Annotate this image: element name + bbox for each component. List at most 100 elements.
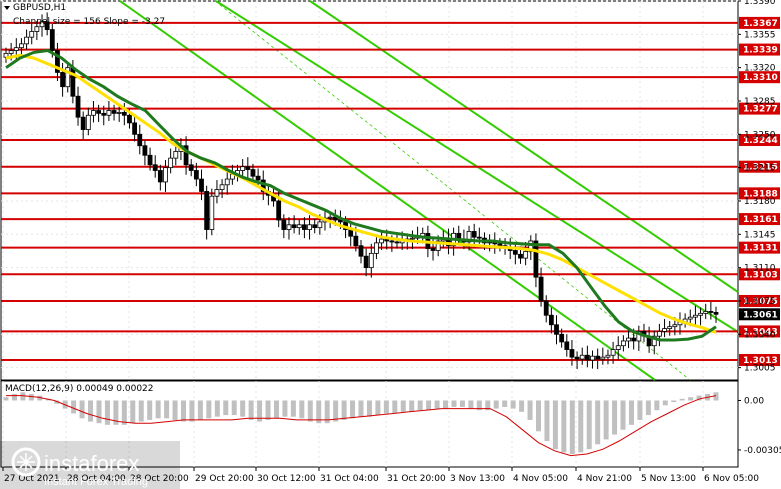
macd-hist-bar: [240, 400, 246, 417]
macd-hist-bar: [476, 400, 482, 411]
candle: [286, 217, 292, 240]
chart-header: GBPUSD,H1 Channel size = 156 Slope = -3.…: [4, 3, 165, 27]
macd-hist-bar: [350, 400, 356, 419]
price-tick-label: 1.3145: [744, 230, 776, 240]
time-tick-label: 4 Nov 05:00: [513, 474, 568, 484]
level-label: 1.3103: [743, 270, 778, 280]
macd-hist-bar: [341, 400, 347, 420]
macd-hist-bar: [443, 400, 449, 409]
macd-hist-bar: [679, 398, 685, 401]
level-label: 1.3131: [743, 244, 778, 254]
time-tick-label: 6 Nov 05:00: [704, 474, 759, 484]
level-label: 1.3161: [743, 215, 778, 225]
macd-hist-bar: [11, 393, 17, 401]
macd-hist-bar: [155, 400, 161, 419]
macd-hist-bar: [459, 400, 465, 407]
macd-hist-bar: [181, 400, 186, 422]
candle: [363, 248, 369, 277]
candle: [523, 241, 529, 266]
macd-hist-bar: [536, 400, 541, 432]
macd-hist-bar: [206, 400, 212, 419]
price-tick-label: 1.3215: [744, 164, 776, 174]
macd-hist-bar: [147, 400, 153, 420]
macd-hist-bar: [214, 400, 220, 417]
macd-hist-bar: [485, 400, 491, 411]
price-tick-label: 1.3005: [744, 364, 776, 374]
candle: [173, 145, 179, 166]
macd-hist-bar: [121, 400, 127, 425]
candle: [34, 20, 40, 41]
candle: [250, 163, 256, 182]
macd-hist-bar: [257, 400, 263, 422]
macd-hist-bar: [358, 400, 364, 417]
macd-hist-bar: [552, 400, 558, 450]
macd-hist-bar: [383, 400, 389, 414]
macd-hist-bar: [527, 400, 533, 420]
candle: [626, 330, 631, 349]
current-price-label: 1.3061: [743, 310, 778, 320]
candle: [615, 336, 621, 360]
instaforex-logo-icon: [11, 447, 41, 477]
macd-hist-bar: [265, 400, 271, 420]
macd-hist-bar: [273, 400, 279, 419]
channel-line: [119, 0, 656, 381]
candle: [137, 124, 143, 155]
macd-hist-bar: [130, 400, 136, 424]
candle: [394, 234, 400, 249]
level-label: 1.3013: [743, 356, 778, 366]
candle: [116, 104, 122, 122]
candle: [662, 319, 667, 338]
price-tick-label: 1.3040: [744, 330, 776, 340]
candle: [96, 104, 102, 122]
macd-hist-bar: [79, 400, 85, 419]
candle: [132, 115, 138, 142]
price-tick-label: 1.3320: [744, 64, 776, 74]
level-badge: [739, 134, 780, 147]
candle: [163, 160, 168, 192]
candle: [610, 341, 616, 364]
macd-hist-bar: [138, 400, 144, 422]
candle: [374, 237, 379, 260]
time-tick-label: 31 Oct 04:00: [320, 474, 379, 484]
macd-hist-bar: [164, 400, 170, 419]
candle: [636, 325, 642, 351]
macd-tick-label: 0.00: [744, 396, 764, 406]
candle: [600, 347, 606, 365]
macd-hist-bar: [20, 392, 26, 401]
time-tick-label: 3 Nov 13:00: [450, 474, 505, 484]
level-badge: [739, 71, 780, 84]
candle: [168, 148, 174, 174]
candle: [651, 330, 657, 355]
level-label: 1.3244: [743, 136, 778, 146]
candle: [574, 351, 580, 370]
candle: [296, 219, 302, 235]
macd-hist-bar: [417, 400, 423, 411]
candle: [188, 159, 194, 177]
candle: [281, 214, 287, 239]
macd-hist-bar: [645, 400, 651, 416]
candle: [111, 104, 117, 121]
level-badge: [739, 160, 780, 173]
time-axis: 27 Oct 2021 28 Oct 04:00 28 Oct 20:00 29 Oc…: [2, 467, 759, 484]
macd-hist-bar: [3, 397, 9, 401]
macd-hist-bar: [113, 400, 119, 425]
main-plot-frame: [0, 0, 739, 381]
time-tick-label: 5 Nov 13:00: [641, 474, 696, 484]
macd-hist-bar: [578, 400, 584, 453]
candle: [85, 107, 91, 136]
candle: [368, 243, 374, 278]
symbol-dropdown-icon[interactable]: [4, 6, 10, 10]
macd-hist-bar: [299, 400, 305, 419]
time-tick-label: 31 Oct 20:00: [387, 474, 446, 484]
price-tick-label: 1.3355: [744, 30, 776, 40]
macd-hist-bar: [637, 400, 643, 420]
candle: [209, 188, 215, 236]
macd-hist-bar: [662, 400, 668, 406]
macd-indicator: 0.00 -0.00305: [3, 392, 781, 457]
price-axis: 1.3390 1.3355 1.3320 1.3285 1.3250 1.3215 1.31…: [738, 0, 776, 374]
macd-hist-bar: [713, 392, 719, 401]
time-tick-label: 29 Oct 20:00: [195, 474, 254, 484]
candle: [224, 171, 230, 195]
candle: [533, 233, 539, 288]
candle: [39, 14, 45, 37]
